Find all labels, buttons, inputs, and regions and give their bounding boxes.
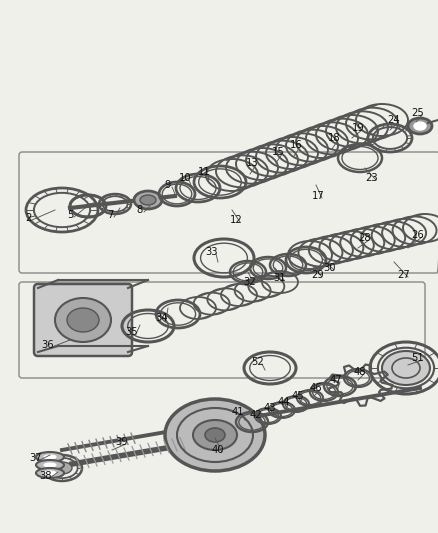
Text: 28: 28: [358, 233, 371, 243]
Text: 19: 19: [351, 123, 364, 133]
Text: 32: 32: [243, 277, 256, 287]
Text: 39: 39: [116, 437, 128, 447]
Text: 36: 36: [42, 340, 54, 350]
Ellipse shape: [140, 195, 155, 205]
Text: 34: 34: [155, 313, 168, 323]
Text: 43: 43: [263, 403, 276, 413]
Text: 27: 27: [397, 270, 410, 280]
Text: 33: 33: [205, 247, 218, 257]
FancyBboxPatch shape: [34, 284, 132, 356]
Ellipse shape: [44, 463, 56, 467]
Ellipse shape: [36, 460, 64, 470]
Text: 42: 42: [249, 410, 262, 420]
Text: 52: 52: [251, 357, 264, 367]
Text: 10: 10: [178, 173, 191, 183]
Text: 9: 9: [164, 180, 171, 190]
Ellipse shape: [44, 471, 56, 475]
Text: 24: 24: [387, 115, 399, 125]
Ellipse shape: [36, 468, 64, 478]
Ellipse shape: [381, 351, 429, 385]
Text: 23: 23: [365, 173, 378, 183]
Text: 45: 45: [291, 391, 304, 401]
Ellipse shape: [165, 399, 265, 471]
Text: 16: 16: [289, 140, 302, 150]
Text: 18: 18: [327, 133, 339, 143]
Text: 41: 41: [231, 407, 244, 417]
Text: 25: 25: [411, 108, 424, 118]
Text: 31: 31: [273, 273, 286, 283]
Text: 7: 7: [106, 210, 113, 220]
Text: 48: 48: [353, 367, 365, 377]
Ellipse shape: [44, 455, 56, 459]
Text: 17: 17: [311, 191, 324, 201]
Ellipse shape: [55, 298, 111, 342]
Text: 37: 37: [30, 453, 42, 463]
Ellipse shape: [205, 428, 225, 442]
Ellipse shape: [134, 191, 162, 209]
Text: 5: 5: [67, 210, 73, 220]
Ellipse shape: [407, 118, 431, 134]
Ellipse shape: [413, 122, 425, 130]
Text: 47: 47: [329, 375, 342, 385]
Ellipse shape: [67, 308, 99, 332]
Text: 30: 30: [323, 263, 336, 273]
Text: 26: 26: [411, 230, 424, 240]
Text: 46: 46: [309, 383, 321, 393]
Text: 29: 29: [311, 270, 324, 280]
Text: 35: 35: [125, 327, 138, 337]
Text: 12: 12: [229, 215, 242, 225]
Ellipse shape: [36, 452, 64, 462]
Text: 40: 40: [211, 445, 224, 455]
Text: 8: 8: [137, 205, 143, 215]
Ellipse shape: [52, 462, 72, 474]
Text: 2: 2: [25, 213, 31, 223]
Text: 13: 13: [245, 158, 258, 168]
Text: 44: 44: [277, 397, 290, 407]
Text: 15: 15: [271, 147, 284, 157]
Text: 38: 38: [40, 471, 52, 481]
Text: 51: 51: [411, 353, 424, 363]
Ellipse shape: [193, 420, 237, 450]
Text: 11: 11: [197, 167, 210, 177]
